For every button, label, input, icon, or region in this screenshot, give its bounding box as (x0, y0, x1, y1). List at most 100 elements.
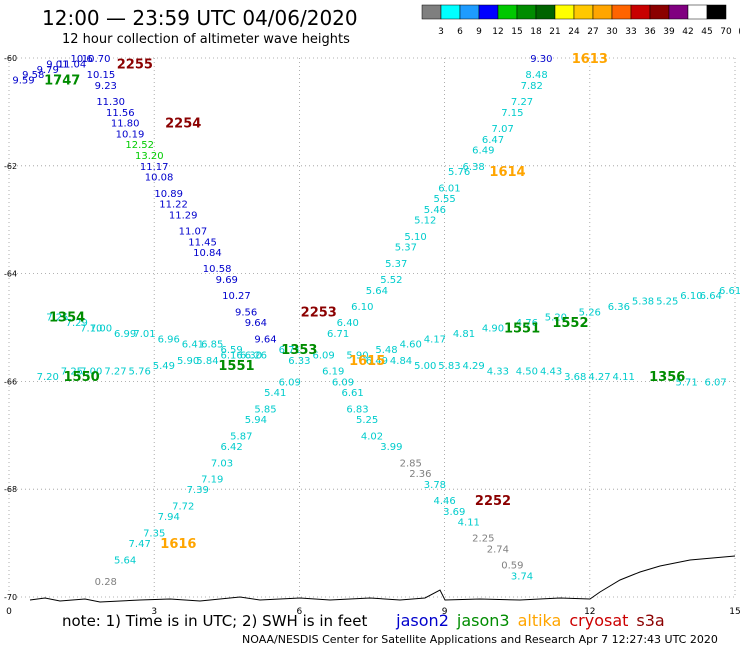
scale-label: (ft) (738, 27, 740, 37)
y-tick-label: -70 (4, 593, 17, 602)
pass-time-label: 2253 (301, 305, 337, 320)
wave-height-value: 5.85 (254, 404, 276, 415)
wave-height-value: 6.19 (322, 367, 344, 378)
wave-height-value: 5.10 (404, 232, 426, 243)
time-labels: 2255 1747 2254 1613 1614 2253 1354 1551 1552 1353… (44, 52, 685, 552)
wave-height-value: 2.25 (472, 534, 494, 545)
wave-height-value: 4.81 (453, 329, 475, 340)
x-tick-label: 9 (442, 607, 448, 617)
wave-height-value: 7.35 (143, 528, 165, 539)
wave-height-value: 11.30 (96, 97, 125, 108)
scale-label: 36 (644, 27, 656, 37)
wave-height-value: 6.49 (472, 146, 494, 157)
wave-height-value: 3.69 (443, 507, 465, 518)
wave-height-value: 9.01 (46, 59, 68, 70)
note-text: note: 1) Time is in UTC; 2) SWH is in fe… (62, 612, 368, 630)
wave-height-value: 9.79 (37, 65, 59, 76)
x-tick-label: 0 (6, 607, 12, 617)
wave-height-value: 7.03 (211, 458, 233, 469)
wave-height-value: 5.20 (545, 313, 567, 324)
wave-height-value: 6.83 (346, 404, 368, 415)
scale-label: 3 (438, 27, 444, 37)
wave-height-value: 7.25 (61, 367, 83, 378)
wave-height-value: 6.10 (680, 291, 702, 302)
x-tick-label: 3 (151, 607, 157, 617)
wave-height-value: 10.19 (116, 129, 145, 140)
scale-label: 18 (530, 27, 542, 37)
wave-height-value: 2.36 (409, 469, 431, 480)
wave-height-value: 9.30 (530, 54, 552, 65)
wave-height-value: 7.01 (133, 329, 155, 340)
scale-label: 12 (492, 27, 503, 37)
pass-time-label: 1614 (489, 165, 525, 180)
wave-height-value: 4.43 (540, 367, 562, 378)
wave-height-value: 10.58 (203, 264, 232, 275)
wave-height-value: 5.90 (177, 356, 199, 367)
wave-height-value: 5.25 (356, 415, 378, 426)
wave-height-value: 7.27 (104, 367, 126, 378)
wave-height-value: 5.25 (656, 297, 678, 308)
wave-height-value: 13.20 (135, 151, 164, 162)
y-tick-label: -60 (4, 54, 17, 63)
wave-height-value: 3.68 (564, 372, 586, 383)
wave-height-value: 10.27 (222, 291, 251, 302)
pass-time-label: 1356 (649, 370, 685, 385)
scale-label: 33 (625, 27, 636, 37)
wave-height-value: 4.02 (361, 431, 383, 442)
credit-line: NOAA/NESDIS Center for Satellite Applica… (242, 633, 718, 646)
wave-height-value: 4.84 (390, 356, 412, 367)
pass-time-label: 1616 (160, 537, 196, 552)
satellite-legend-s3a: s3a (636, 611, 665, 630)
scale-label: 15 (511, 27, 522, 37)
wave-height-value: 4.60 (400, 340, 422, 351)
wave-height-value: 7.39 (187, 485, 209, 496)
scale-label: 42 (682, 27, 693, 37)
wave-height-value: 6.85 (201, 340, 223, 351)
wave-height-value: 10.84 (193, 248, 222, 259)
wave-height-value: 4.50 (516, 367, 538, 378)
wave-height-value: 4.11 (458, 518, 480, 529)
wave-height-value: 9.59 (12, 76, 34, 87)
wave-height-value: 11.80 (111, 119, 140, 130)
pass-time-label: 2252 (475, 494, 511, 509)
wave-height-value: 5.87 (230, 431, 252, 442)
wave-height-value: 10.6 (70, 54, 92, 65)
wave-height-value: 7.27 (511, 97, 533, 108)
chart-subtitle: 12 hour collection of altimeter wave hei… (62, 32, 350, 47)
wave-height-value: 10.08 (145, 173, 174, 184)
scale-swatch (706, 4, 727, 20)
y-tick-label: -66 (4, 377, 17, 386)
wave-height-value: 10.15 (87, 70, 116, 81)
wave-height-value: 5.26 (579, 307, 601, 318)
wave-height-value: 5.46 (424, 205, 446, 216)
wave-height-value: 4.76 (516, 318, 538, 329)
wave-height-value: 5.52 (380, 275, 402, 286)
pass-time-label: 2255 (117, 57, 153, 72)
wave-height-value: 11.56 (106, 108, 135, 119)
wave-height-value: 2.74 (487, 544, 509, 555)
wave-height-value: 7.82 (521, 81, 543, 92)
wave-height-value: 9.23 (95, 81, 117, 92)
scale-label: 45 (701, 27, 712, 37)
wave-height-value: 10.70 (82, 54, 111, 65)
wave-height-value: 7.25 (46, 313, 68, 324)
y-tick-label: -68 (4, 485, 17, 494)
pass-time-label: 1552 (552, 316, 588, 331)
wave-height-value: 6.01 (438, 183, 460, 194)
pass-time-label: 1747 (44, 74, 80, 89)
wave-height-value: 6.59 (221, 345, 243, 356)
scale-label: 27 (587, 27, 598, 37)
footnote: note: 1) Time is in UTC; 2) SWH is in fe… (62, 611, 665, 630)
wave-height-value: 10.89 (154, 189, 183, 200)
grid (8, 57, 736, 598)
wave-height-value: 4.17 (424, 334, 446, 345)
wave-height-value: 5.00 (414, 361, 436, 372)
wave-height-value: 5.41 (264, 388, 286, 399)
wave-height-value: 5.83 (438, 361, 460, 372)
wave-height-value: 7.29 (66, 318, 88, 329)
wave-height-value: 4.27 (588, 372, 610, 383)
pass-time-label: 1353 (281, 343, 317, 358)
wave-height-value: 12.52 (125, 140, 154, 151)
wave-height-value: 4.33 (487, 367, 509, 378)
wave-height-value: 5.84 (196, 356, 218, 367)
